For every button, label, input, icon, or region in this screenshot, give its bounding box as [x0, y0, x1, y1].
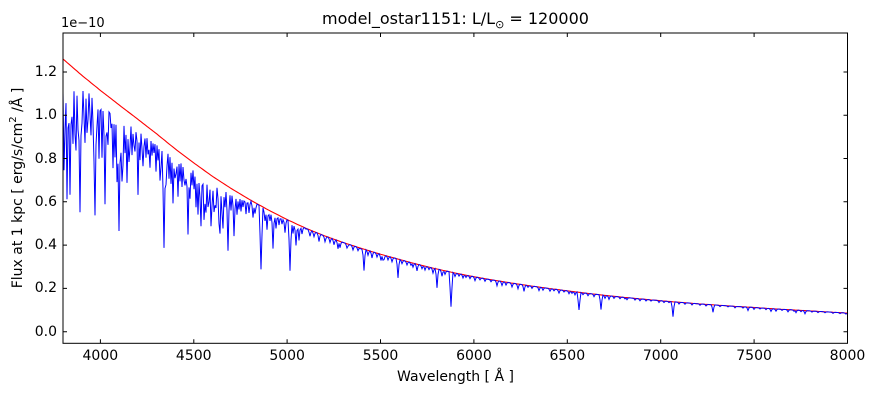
tick-marks: [63, 33, 848, 344]
x-tick-label: 8000: [829, 348, 866, 364]
y-tick-label: 0.0: [34, 323, 57, 340]
y-tick-label: 0.6: [34, 193, 57, 210]
x-axis-label: Wavelength [ Å ]: [397, 369, 514, 385]
x-tick-label: 4500: [175, 348, 212, 364]
y-tick-label: 0.8: [34, 150, 57, 167]
plot-title-text: model_ostar1151: L/L: [322, 9, 496, 28]
y-axis-offset-factor: 1e−10: [61, 16, 105, 31]
y-tick-label: 0.2: [34, 280, 57, 297]
spectrum-line: [62, 90, 849, 317]
y-tick-label: 0.4: [34, 237, 57, 254]
plot-title: model_ostar1151: L/L⊙ = 120000: [63, 9, 848, 31]
continuum-line: [62, 58, 848, 314]
y-tick-label: 1.0: [34, 107, 57, 124]
x-tick-label: 5500: [362, 348, 399, 364]
x-tick-label: 6000: [456, 348, 492, 364]
plot-title-value: = 120000: [504, 9, 589, 28]
y-tick-label: 1.2: [34, 63, 57, 80]
axes-frame: [62, 32, 848, 344]
x-tick-label: 7000: [642, 348, 679, 364]
x-tick-label: 6500: [549, 348, 586, 364]
x-tick-label: 4000: [82, 348, 119, 364]
solar-symbol: ⊙: [495, 18, 505, 32]
x-tick-label: 7500: [736, 348, 772, 364]
x-tick-label: 5000: [269, 348, 305, 364]
